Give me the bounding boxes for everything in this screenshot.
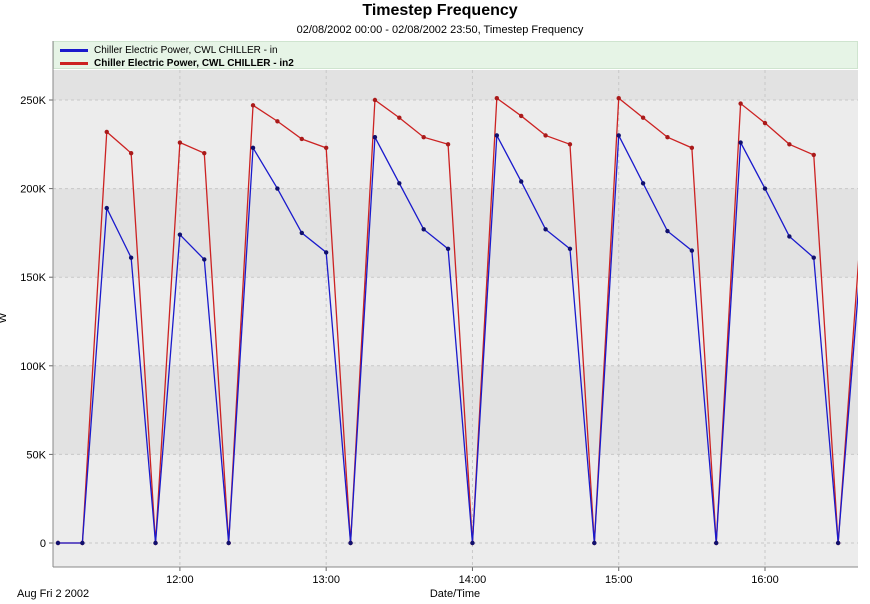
legend-entry-in2: Chiller Electric Power, CWL CHILLER - in… [60,57,294,69]
data-point-in [275,186,280,191]
data-point-in2 [494,96,500,101]
data-point-in [470,540,475,546]
data-point-in2 [372,97,378,103]
data-point-in2 [811,152,816,158]
y-tick-label: 150K [20,272,46,284]
data-point-in [762,186,768,191]
data-point-in [811,255,816,260]
data-point-in [592,540,597,546]
data-point-in [153,540,158,546]
data-point-in [738,140,743,145]
data-point-in [519,179,524,184]
series-line-in2 [58,96,858,544]
x-axis-label: Date/Time [429,588,481,600]
data-point-in [835,540,841,546]
chart-title: Timestep Frequency [362,2,518,19]
data-point-in [421,227,426,232]
data-point-in [323,250,329,255]
data-point-in [397,181,402,186]
legend-label-in: Chiller Electric Power, CWL CHILLER - in [94,44,278,56]
x-tick-label: 15:00 [605,574,633,586]
data-point-in [616,133,621,138]
data-point-in2 [640,115,646,120]
data-point-in [299,230,304,236]
plot-band [53,70,858,100]
plot-band [53,543,858,567]
data-point-in2 [128,150,134,156]
data-point-in2 [519,113,524,119]
data-point-in2 [738,101,743,106]
plot-background [53,70,858,567]
data-point-in2 [616,96,621,101]
legend-label-in2: Chiller Electric Power, CWL CHILLER - in… [94,57,294,69]
plot-band [53,365,858,455]
date-label: Aug Fri 2 2002 [17,588,90,600]
data-point-in [494,133,500,138]
legend-swatch-in2 [60,61,88,65]
legend: Chiller Electric Power, CWL CHILLER - in… [53,41,858,69]
y-tick-label: 250K [20,95,46,107]
data-point-in [714,540,719,546]
y-tick-label: 100K [20,361,46,373]
data-point-in [787,234,792,239]
data-point-in2 [250,103,256,108]
data-point-in2 [177,140,183,145]
data-point-in [567,246,573,252]
data-point-in2 [299,136,304,142]
series-line-in [58,133,858,544]
data-point-in [128,255,134,260]
y-tick-label: 50K [26,449,46,461]
x-tick-label: 13:00 [312,574,340,586]
data-point-in [372,135,378,140]
data-point-in [689,248,695,253]
y-tick-label: 200K [20,184,46,196]
y-tick-label: 0 [40,538,46,550]
data-point-in2 [202,150,207,156]
data-point-in2 [104,129,109,135]
data-point-in2 [421,135,426,140]
data-point-in [226,540,231,546]
data-point-in [80,540,85,546]
x-tick-label: 16:00 [751,574,779,586]
data-point-in [445,246,451,252]
data-point-in [665,228,670,234]
x-tick-label: 12:00 [166,574,194,586]
data-point-in2 [323,145,329,151]
legend-swatch-in [60,48,88,52]
data-point-in2 [445,142,451,147]
data-point-in [55,540,61,546]
data-point-in2 [275,119,280,124]
data-point-in [104,205,109,211]
data-point-in [348,540,353,546]
data-point-in2 [762,120,768,126]
data-point-in [640,181,646,186]
chart-subtitle: 02/08/2002 00:00 - 02/08/2002 23:50, Tim… [296,24,584,36]
data-point-in2 [543,133,548,138]
x-tick-label: 14:00 [459,574,487,586]
legend-entry-in: Chiller Electric Power, CWL CHILLER - in [60,44,278,56]
data-point-in2 [397,115,402,120]
data-point-in2 [689,145,695,151]
data-point-in [177,232,183,237]
data-point-in [250,145,256,151]
data-point-in2 [665,135,670,140]
data-point-in2 [567,142,573,147]
data-point-in2 [787,142,792,147]
data-point-in [543,227,548,232]
data-point-in [202,257,207,262]
